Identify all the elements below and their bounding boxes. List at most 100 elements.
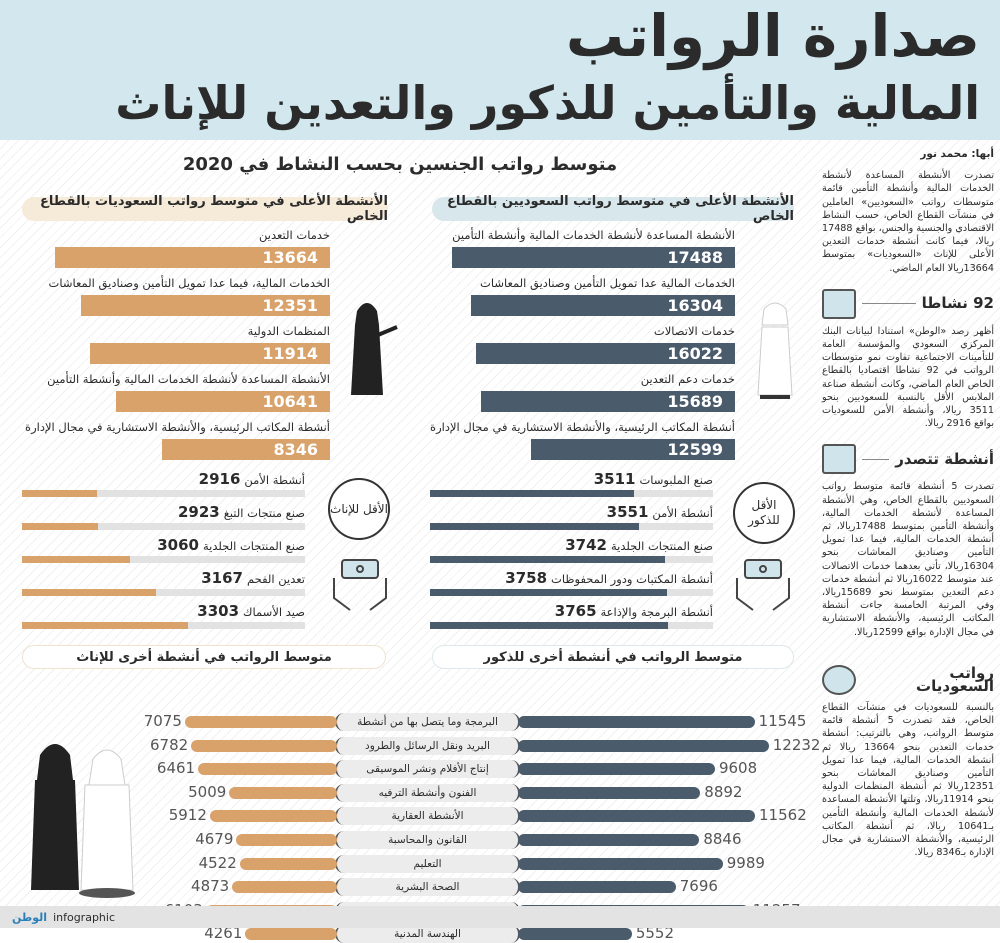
section-heading: 92 نشاطا: [822, 288, 994, 319]
bar-track: [430, 490, 713, 497]
sidebar-article: أبها: محمد نور تصدرت الأنشطة المساعدة لأ…: [822, 148, 994, 859]
bar: [430, 622, 668, 629]
value-male: 9989: [726, 853, 765, 872]
bar: 16022: [475, 343, 735, 364]
other-female-title: متوسط الرواتب في أنشطة أخرى للإناث: [22, 645, 386, 669]
couple-figure: [31, 744, 135, 898]
category-label: صنع المنتجات الجلدية: [610, 539, 713, 553]
value-female: 6461: [156, 759, 196, 778]
bar-track: [22, 622, 305, 629]
bar: 10641: [115, 391, 330, 412]
value-female: 4679: [195, 830, 234, 848]
saudi-man-figure: [757, 302, 793, 399]
value-label: 3167: [201, 569, 243, 587]
value-female: 4873: [191, 877, 230, 896]
bar-label: صنع الملبوسات3511: [594, 470, 713, 488]
byline: أبها: محمد نور: [920, 148, 994, 160]
section-heading: أنشطة تتصدر: [822, 444, 994, 475]
bar-female: [245, 928, 337, 941]
value-male: 8846: [703, 830, 742, 848]
bar-male: [518, 739, 769, 752]
section-title: أنشطة تتصدر: [895, 449, 994, 468]
category-label: صنع منتجات التبغ: [223, 506, 305, 520]
bar-male: [518, 857, 723, 870]
subheadline: المالية والتأمين للذكور والتعدين للإناث: [115, 76, 980, 130]
bar-track: [430, 589, 713, 596]
category-label: تعدين الفحم: [247, 572, 305, 586]
bar-female: [239, 857, 337, 870]
bar-label: تعدين الفحم 3167: [201, 569, 305, 587]
salary-hands-icon: [736, 559, 790, 611]
alwatan-logo: الوطن: [12, 910, 48, 924]
top-male-title: الأنشطة الأعلى في متوسط رواتب السعوديين …: [432, 194, 794, 224]
value-label: 3551: [606, 503, 649, 521]
value-label: 3758: [505, 569, 548, 587]
category-label: البرمجة وما يتصل بها من أنشطة: [335, 713, 520, 731]
bar-track: [430, 523, 713, 530]
bar: 12351: [81, 295, 330, 316]
bar: 15689: [481, 391, 735, 412]
salary-hands-icon: [333, 559, 387, 611]
category-label: أنشطة الأمن: [652, 506, 713, 520]
bar-female: [198, 763, 337, 776]
bar-label: أنشطة المكتبات ودور المحفوظات3758: [505, 569, 713, 587]
bar-female: [191, 739, 337, 752]
bar-track: [22, 523, 305, 530]
bar-label: الأنشطة المساعدة لأنشطة الخدمات المالية …: [47, 372, 330, 386]
category-label: أنشطة المكتبات ودور المحفوظات: [551, 572, 713, 586]
bar: [22, 556, 131, 563]
section-paragraph: تصدرت 5 أنشطة قائمة متوسط رواتب السعوديي…: [822, 481, 995, 638]
category-label: الصحة البشرية: [335, 878, 520, 897]
category-label: صنع المنتجات الجلدية: [202, 539, 305, 553]
headline: صدارة الرواتب: [565, 2, 980, 70]
footer-label: infographic: [53, 910, 115, 924]
trend-chart-icon: [822, 444, 856, 475]
bar-label: أنشطة البرمجة والإذاعة3765: [555, 602, 713, 620]
bar: [22, 622, 188, 629]
bar-track: [430, 622, 713, 629]
value-male: 11562: [759, 806, 807, 825]
bar-label: أنشطة الأمن2916: [199, 470, 305, 488]
bar-label: أنشطة المكاتب الرئيسية، والأنشطة الاستشا…: [430, 420, 735, 434]
value-male: 8892: [704, 782, 743, 801]
bar: 8346: [162, 439, 330, 460]
bar-female: [184, 716, 337, 728]
value-label: 3303: [197, 602, 240, 620]
value-male: 12232: [772, 735, 821, 754]
main-chart-title: متوسط رواتب الجنسين بحسب النشاط في 2020: [182, 154, 618, 175]
category-label: إنتاج الأفلام ونشر الموسيقى: [335, 760, 520, 779]
bar-label: أنشطة المكاتب الرئيسية، والأنشطة الاستشا…: [25, 420, 330, 434]
category-label: أنشطة الأمن: [244, 473, 305, 487]
section-heading: رواتب السعوديات: [822, 663, 994, 695]
bar-male: [518, 763, 715, 776]
category-label: الأنشطة العقارية: [335, 807, 520, 826]
bar-label: الخدمات المالية عدا تمويل التأمين وصنادي…: [480, 276, 735, 290]
category-label: صنع الملبوسات: [639, 473, 713, 487]
bar-male: [518, 786, 701, 799]
bar: [22, 589, 156, 596]
bar-male: [518, 834, 700, 846]
bar: 17488: [452, 247, 735, 268]
bar-label: صنع المنتجات الجلدية3060: [157, 536, 305, 554]
bar-female: [229, 786, 337, 799]
category-label: القانون والمحاسبة: [335, 831, 520, 849]
bar-male: [518, 716, 755, 728]
section-paragraph: أظهر رصد «الوطن» استنادا لبيانات البنك ا…: [822, 325, 994, 430]
value-label: 2916: [198, 470, 241, 488]
bar-track: [22, 556, 305, 563]
bar-female: [236, 834, 337, 846]
value-female: 5912: [168, 806, 207, 825]
value-male: 11545: [758, 712, 807, 730]
category-label: البريد ونقل الرسائل والطرود: [335, 736, 520, 755]
value-label: 3511: [593, 470, 636, 488]
money-bag-icon: [822, 664, 856, 695]
intro-paragraph: تصدرت الأنشطة المساعدة لأنشطة الخدمات ال…: [822, 170, 994, 274]
least-female-badge: الأقل للإناث: [328, 478, 390, 540]
section-title: 92 نشاطا: [921, 294, 994, 313]
category-label: الفنون وأنشطة الترفيه: [335, 783, 520, 802]
category-label: صيد الأسماك: [243, 605, 305, 619]
value-label: 3742: [565, 536, 607, 554]
section-title: رواتب السعوديات: [916, 663, 994, 695]
value-label: 3060: [157, 536, 199, 554]
bar: [430, 589, 667, 596]
